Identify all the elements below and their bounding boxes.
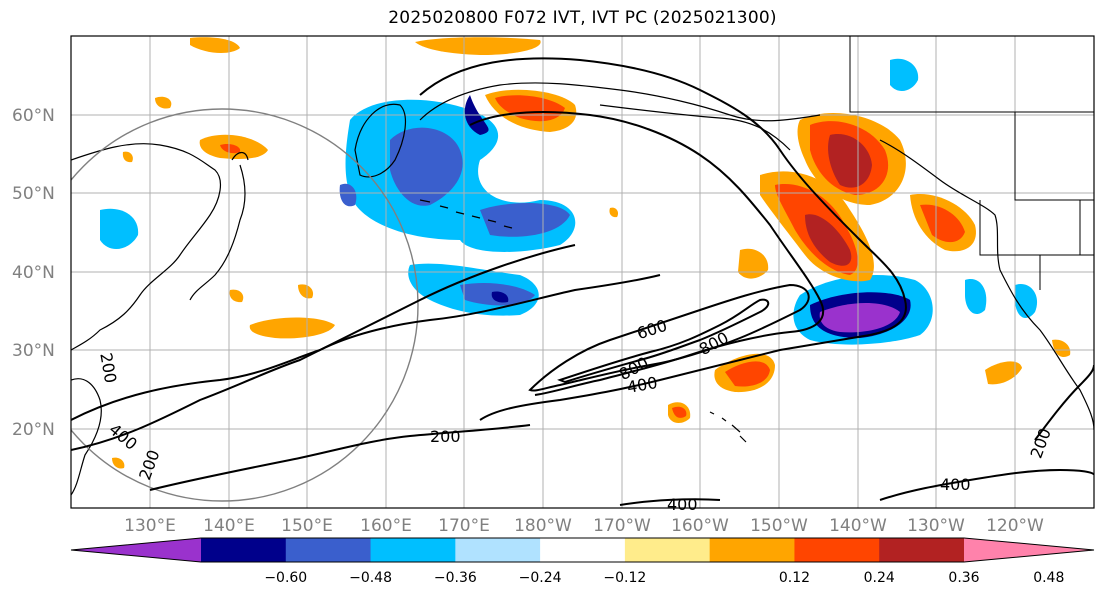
colorbar-swatch — [285, 538, 372, 562]
lon-label: 120°W — [986, 516, 1044, 536]
political-boundaries — [849, 36, 1094, 290]
colorbar-swatch — [624, 538, 711, 562]
contour-labels: 600 800 800 400 200 200 400 200 400 400 … — [96, 316, 1055, 514]
lat-label: 50°N — [12, 184, 55, 204]
lon-label: 170°E — [438, 516, 490, 536]
colorbar-swatch — [794, 538, 880, 562]
plot-title: 2025020800 F072 IVT, IVT PC (2025021300) — [388, 8, 777, 28]
lon-label: 140°E — [203, 516, 255, 536]
colorbar-swatch — [540, 538, 626, 562]
map-frame — [70, 35, 1095, 509]
colorbar-outline — [70, 537, 1095, 563]
colorbar-tick-label: 0.48 — [1033, 570, 1064, 586]
colorbar-extend-low — [71, 538, 201, 562]
colorbar-tick-label: −0.12 — [603, 570, 646, 586]
colorbar-swatch — [879, 538, 965, 562]
colorbar-tick-label: −0.48 — [349, 570, 392, 586]
lon-label: 140°W — [829, 516, 887, 536]
lon-label: 150°E — [281, 516, 333, 536]
ivt-contours — [71, 57, 1094, 506]
latitude-labels: 60°N 50°N 40°N 30°N 20°N — [12, 106, 55, 440]
colorbar-tick-label: −0.60 — [264, 570, 307, 586]
lon-label: 180°W — [514, 516, 572, 536]
colorbar-ticks: −0.60 −0.48 −0.36 −0.24 −0.12 0.12 0.24 0.36 0.4… — [264, 570, 1064, 586]
lon-label: 160°W — [671, 516, 729, 536]
longitude-labels: 130°E 140°E 150°E 160°E 170°E 180°W 170°… — [124, 516, 1044, 536]
lat-label: 60°N — [12, 106, 55, 126]
lat-label: 30°N — [12, 341, 55, 361]
contour-label: 400 — [667, 495, 698, 514]
lon-label: 150°W — [750, 516, 808, 536]
colorbar-extend-high — [964, 538, 1094, 562]
colorbar-tick-label: 0.12 — [779, 570, 810, 586]
contour-label: 200 — [430, 427, 461, 446]
colorbar-tick-label: −0.36 — [434, 570, 477, 586]
colorbar-swatch — [370, 538, 456, 562]
lon-label: 130°W — [907, 516, 965, 536]
colorbar-tick-label: −0.24 — [519, 570, 562, 586]
reference-circle — [71, 108, 419, 502]
lat-label: 20°N — [12, 420, 55, 440]
lat-label: 40°N — [12, 263, 55, 283]
lon-label: 160°E — [360, 516, 412, 536]
contour-label: 400 — [940, 475, 971, 494]
colorbar-tick-label: 0.36 — [948, 570, 979, 586]
colorbar — [70, 537, 1095, 563]
colorbar-swatch — [201, 538, 287, 562]
colorbar-swatch — [455, 538, 541, 562]
positive-anomaly-shading — [112, 37, 1071, 469]
lon-label: 130°E — [124, 516, 176, 536]
colorbar-swatch — [709, 538, 795, 562]
colorbar-tick-label: 0.24 — [864, 570, 895, 586]
coastlines — [71, 82, 1094, 496]
lon-label: 170°W — [593, 516, 651, 536]
